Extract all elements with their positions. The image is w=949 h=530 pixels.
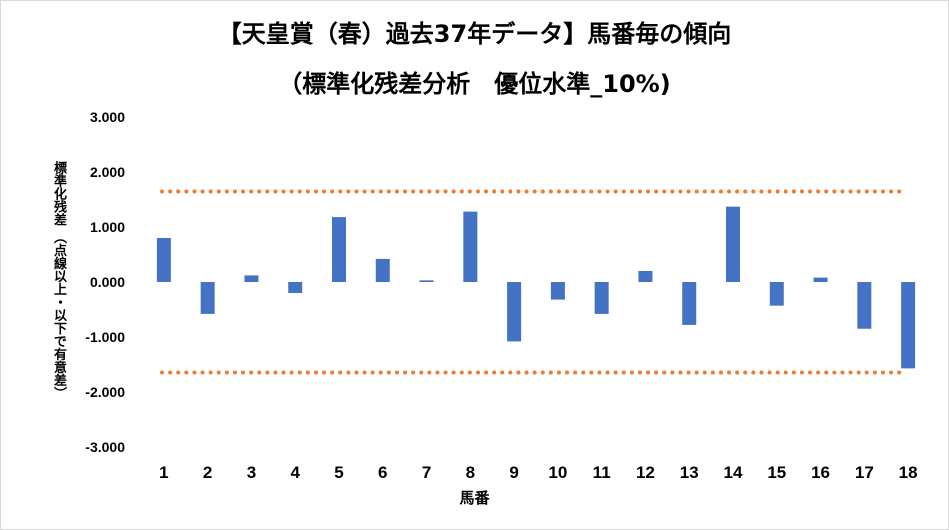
x-tick-label: 8 — [466, 463, 475, 482]
x-tick-label: 1 — [159, 463, 168, 482]
bar-10 — [550, 282, 565, 300]
bar-8 — [463, 211, 478, 282]
y-axis-note: （点線以上・以下で有意差） — [51, 230, 66, 400]
bar-1 — [156, 238, 171, 282]
y-tick-label: 3.000 — [90, 109, 125, 125]
bar-9 — [507, 282, 522, 342]
y-tick-label: 2.000 — [90, 164, 125, 180]
y-tick-label: -1.000 — [85, 329, 125, 345]
bar-16 — [813, 277, 828, 282]
bar-5 — [332, 217, 346, 282]
y-axis-label: 標準化残差 — [51, 160, 66, 226]
x-tick-label: 11 — [593, 463, 611, 482]
x-tick-label: 18 — [899, 463, 918, 482]
x-tick-label: 14 — [724, 463, 743, 482]
chart-subtitle: （標準化残差分析 優位水準_10%) — [278, 70, 671, 98]
x-tick-label: 2 — [203, 463, 212, 482]
bar-11 — [594, 282, 609, 314]
x-tick-label: 16 — [811, 463, 830, 482]
x-axis-label: 馬番 — [459, 489, 490, 507]
y-tick-label: -3.000 — [85, 439, 125, 455]
y-tick-label: 1.000 — [90, 219, 125, 235]
x-tick-label: 13 — [680, 463, 699, 482]
bar-12 — [638, 271, 653, 282]
x-tick-label: 15 — [767, 463, 786, 482]
x-tick-label: 3 — [247, 463, 256, 482]
bar-18 — [901, 282, 916, 369]
bar-7 — [419, 280, 434, 282]
bar-2 — [200, 282, 215, 314]
x-tick-label: 17 — [855, 463, 874, 482]
bar-4 — [288, 282, 303, 293]
x-tick-label: 9 — [509, 463, 518, 482]
x-tick-label: 12 — [636, 463, 655, 482]
y-axis-label-group: 標準化残差 （点線以上・以下で有意差） — [6, 150, 68, 410]
x-tick-label: 4 — [290, 463, 300, 482]
chart-title: 【天皇賞（春）過去37年データ】馬番毎の傾向 — [217, 20, 732, 48]
bar-15 — [769, 282, 784, 306]
x-tick-label: 6 — [378, 463, 387, 482]
bar-6 — [375, 258, 390, 282]
x-tick-label: 10 — [548, 463, 567, 482]
y-tick-label: 0.000 — [90, 274, 125, 290]
bar-14 — [726, 206, 740, 282]
y-tick-label: -2.000 — [85, 384, 125, 400]
x-tick-label: 5 — [334, 463, 343, 482]
bar-13 — [682, 282, 697, 325]
bar-17 — [857, 282, 872, 329]
bar-3 — [244, 275, 259, 282]
x-tick-label: 7 — [422, 463, 431, 482]
